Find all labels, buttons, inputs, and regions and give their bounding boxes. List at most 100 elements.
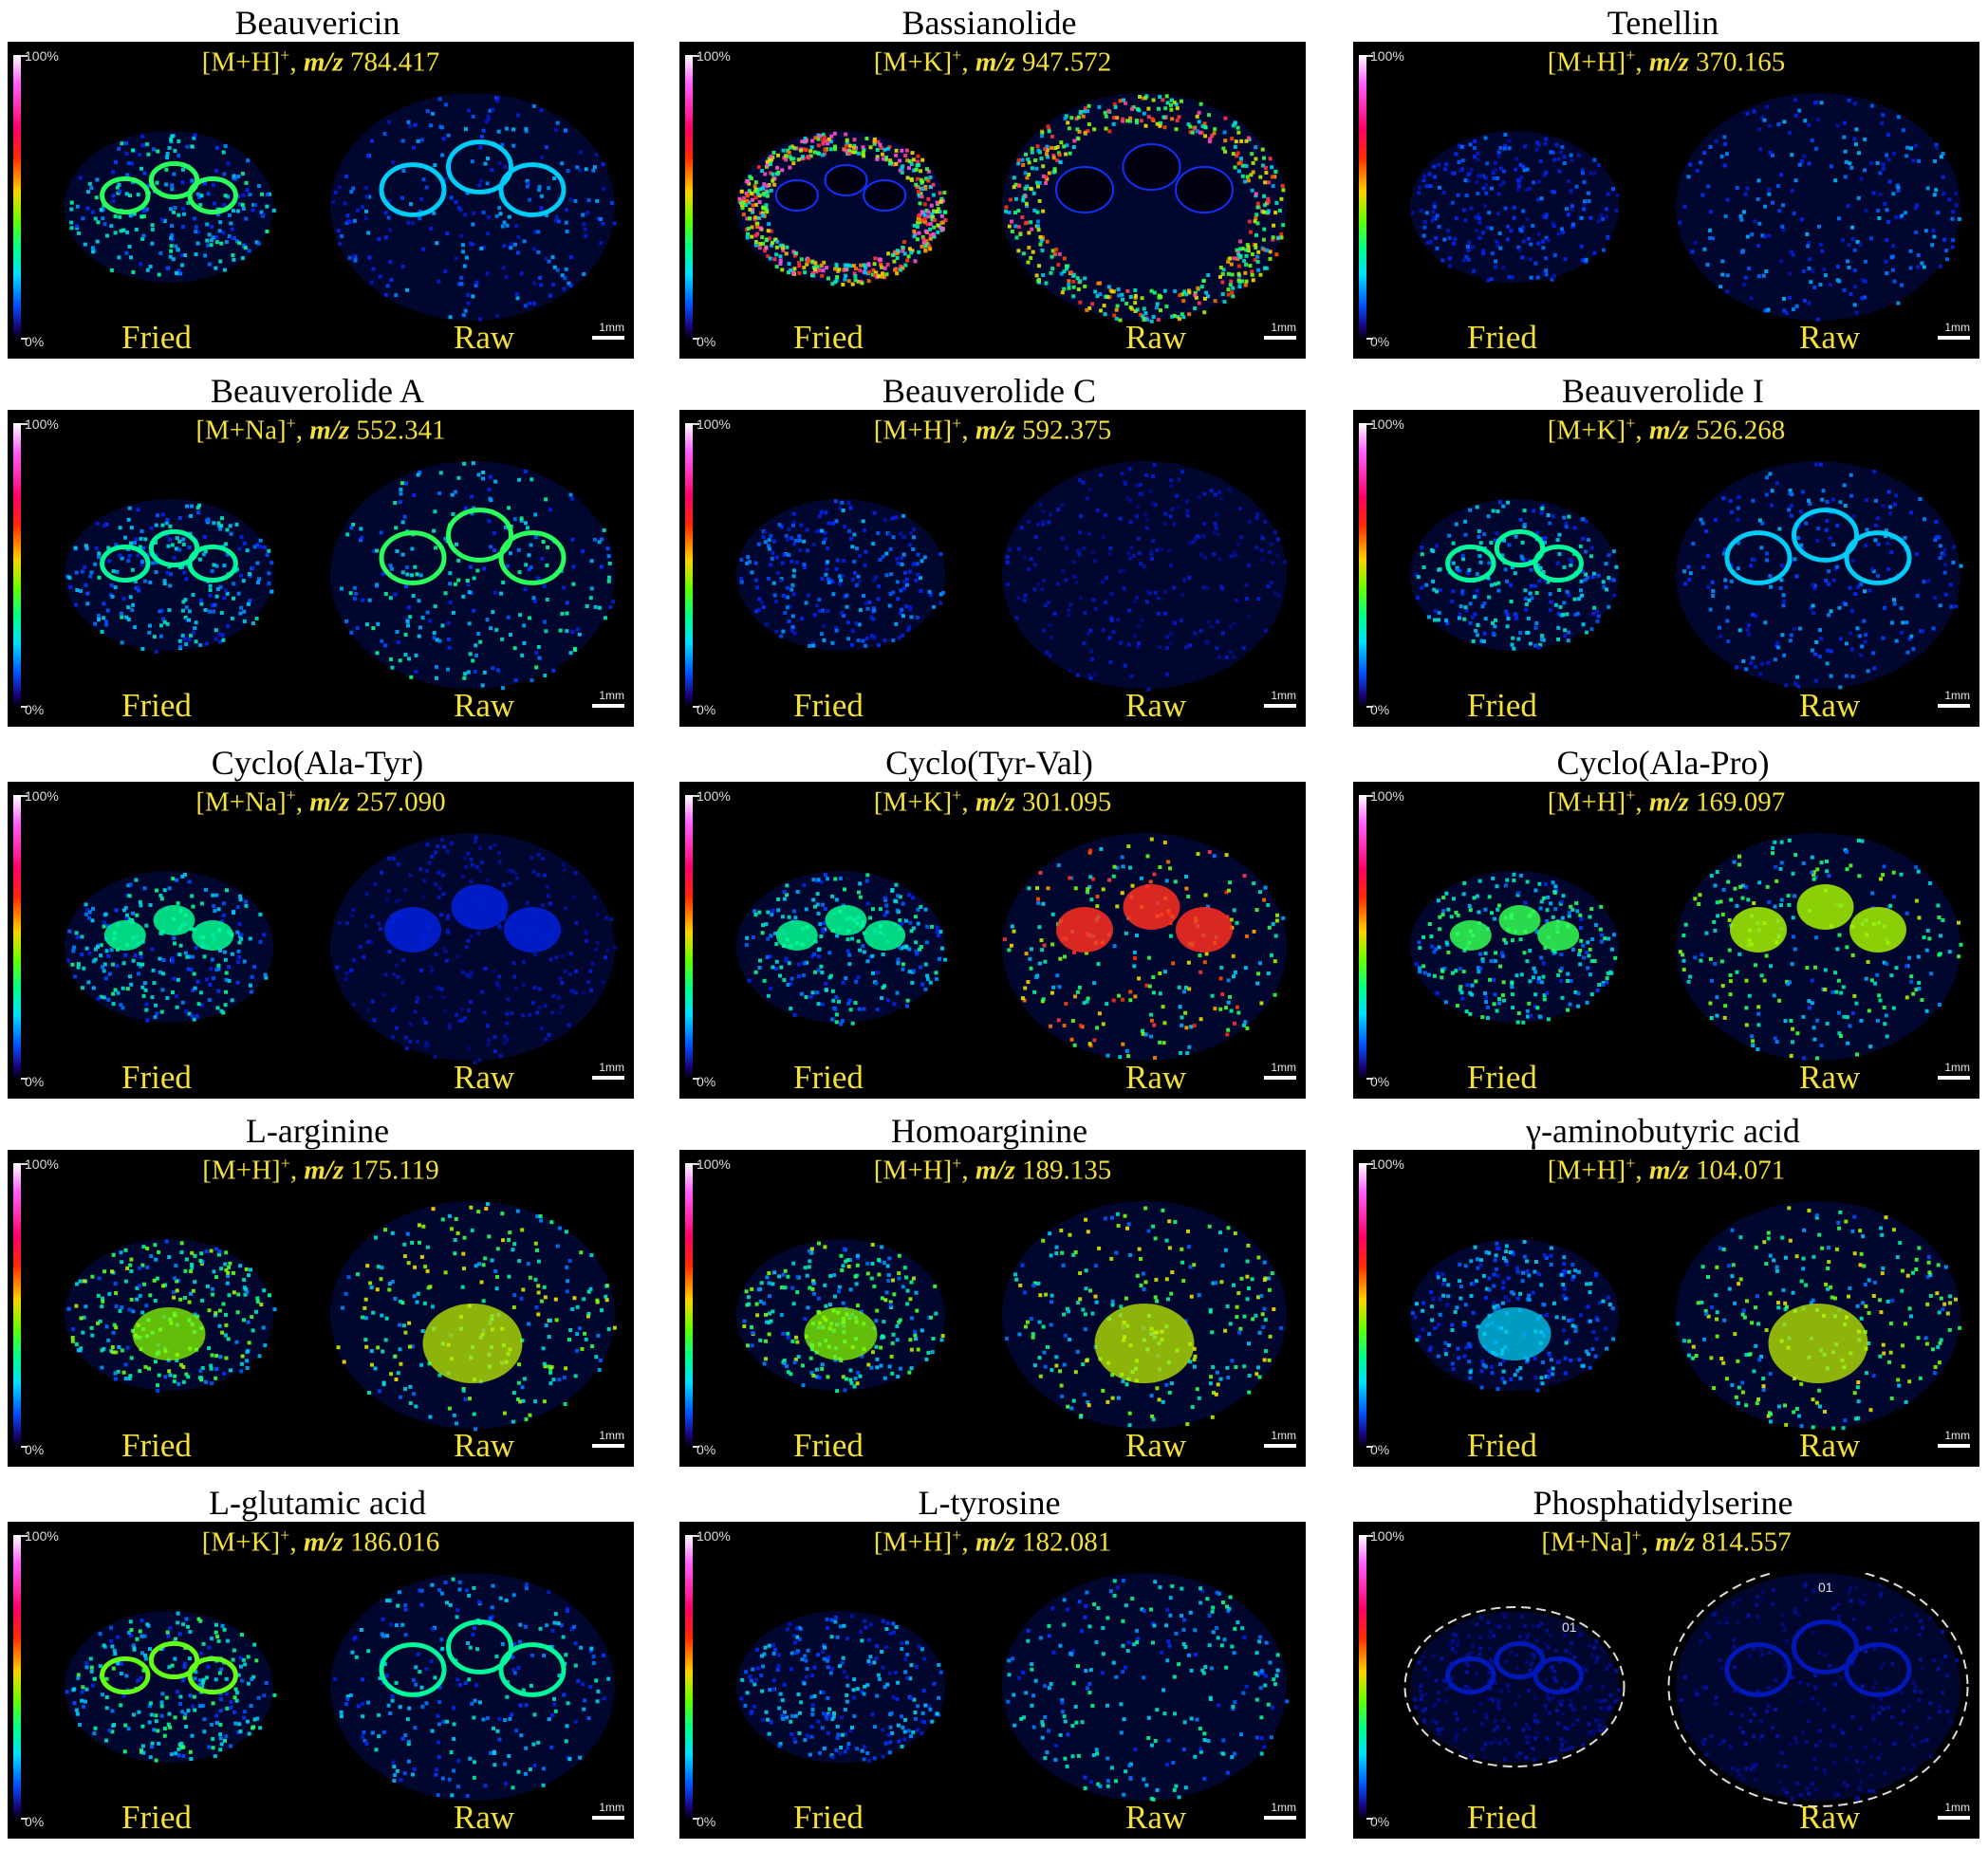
raw-pixel — [441, 946, 446, 951]
fried-pixel — [85, 206, 90, 211]
fried-pixel — [1548, 521, 1552, 526]
fried-lobe-ring — [187, 176, 238, 215]
fried-pixel — [199, 901, 204, 906]
raw-pixel — [1863, 295, 1867, 300]
raw-pixel — [1886, 541, 1890, 546]
fried-pixel — [212, 609, 215, 614]
fried-pixel — [90, 210, 95, 214]
raw-pixel — [482, 670, 487, 675]
raw-pixel — [1226, 259, 1231, 264]
raw-pixel — [1810, 648, 1814, 653]
raw-pixel — [1068, 876, 1072, 880]
raw-pixel — [1085, 999, 1089, 1004]
raw-pixel — [1807, 301, 1811, 305]
raw-pixel — [492, 548, 496, 553]
raw-pixel — [1101, 1022, 1105, 1027]
raw-pixel — [532, 230, 537, 234]
raw-pixel — [1258, 272, 1263, 277]
fried-pixel — [159, 1009, 164, 1014]
fried-pixel — [211, 235, 215, 240]
raw-pixel — [544, 256, 548, 261]
fried-pixel — [150, 223, 155, 228]
fried-pixel — [790, 144, 794, 149]
raw-pixel — [1708, 145, 1713, 149]
raw-pixel — [486, 231, 491, 236]
raw-pixel — [485, 1024, 490, 1028]
raw-pixel — [1736, 506, 1740, 510]
fried-pixel — [791, 523, 795, 527]
raw-pixel — [1168, 102, 1173, 107]
sample-label-raw: Raw — [1125, 1059, 1187, 1096]
raw-pixel — [536, 852, 541, 857]
raw-pixel — [1062, 144, 1067, 149]
fried-pixel — [1556, 973, 1561, 977]
fried-pixel — [1583, 199, 1587, 204]
fried-pixel — [1614, 564, 1619, 569]
raw-pixel — [1214, 526, 1218, 530]
raw-pixel — [1728, 499, 1733, 504]
fried-pixel — [248, 599, 252, 603]
fried-pixel — [164, 182, 169, 187]
raw-pixel — [1891, 244, 1895, 249]
raw-pixel — [1251, 160, 1255, 165]
raw-pixel — [1779, 578, 1784, 583]
raw-pixel — [1844, 159, 1849, 164]
raw-pixel — [1884, 534, 1888, 539]
raw-pixel — [1078, 279, 1083, 284]
fried-pixel — [1533, 625, 1538, 630]
raw-pixel — [1120, 891, 1124, 896]
raw-pixel — [1881, 162, 1886, 167]
raw-pixel — [1179, 618, 1183, 622]
raw-pixel — [1273, 992, 1277, 997]
raw-pixel — [1193, 631, 1198, 636]
raw-pixel — [1039, 938, 1044, 943]
fried-pixel — [197, 557, 202, 562]
fried-pixel — [115, 964, 120, 969]
fried-pixel — [1515, 893, 1520, 897]
raw-pixel — [1099, 846, 1104, 851]
raw-pixel — [504, 126, 509, 131]
fried-pixel — [205, 641, 209, 646]
raw-pixel — [1182, 990, 1186, 994]
mz-label: m/z — [1648, 46, 1689, 78]
raw-pixel — [537, 184, 542, 189]
fried-pixel — [90, 918, 95, 923]
raw-pixel — [1894, 493, 1899, 498]
raw-pixel — [1063, 116, 1068, 120]
fried-pixel — [865, 606, 870, 611]
ion-label: [M+H]+, m/z 784.417 — [201, 46, 440, 78]
raw-pixel — [519, 271, 524, 276]
fried-pixel — [105, 924, 110, 929]
fried-pixel — [1437, 567, 1441, 572]
fried-pixel — [822, 540, 826, 545]
raw-pixel — [464, 864, 469, 869]
raw-pixel — [1153, 1056, 1157, 1060]
colorbar-tick-top — [693, 423, 699, 425]
fried-pixel — [1562, 601, 1567, 605]
fried-pixel — [1466, 244, 1470, 249]
fried-pixel — [834, 1012, 839, 1017]
raw-pixel — [1273, 175, 1277, 179]
fried-pixel — [1447, 256, 1452, 261]
fried-pixel — [769, 162, 772, 166]
raw-pixel — [337, 921, 342, 925]
fried-pixel — [1572, 526, 1577, 530]
raw-pixel — [1020, 215, 1025, 220]
raw-pixel — [485, 181, 490, 186]
fried-pixel — [130, 608, 135, 612]
raw-pixel — [1187, 312, 1192, 317]
fried-pixel — [846, 149, 851, 154]
fried-pixel — [900, 607, 904, 612]
raw-pixel — [1086, 890, 1089, 895]
fried-pixel — [236, 960, 240, 965]
raw-pixel — [1110, 289, 1115, 294]
fried-pixel — [767, 222, 771, 227]
fried-pixel — [146, 183, 151, 188]
fried-pixel — [1506, 224, 1511, 229]
fried-pixel — [901, 535, 906, 540]
fried-pixel — [1582, 202, 1587, 207]
raw-pixel — [478, 846, 483, 851]
fried-pixel — [1559, 953, 1564, 957]
raw-pixel — [1857, 151, 1861, 156]
fried-pixel — [1596, 163, 1601, 167]
